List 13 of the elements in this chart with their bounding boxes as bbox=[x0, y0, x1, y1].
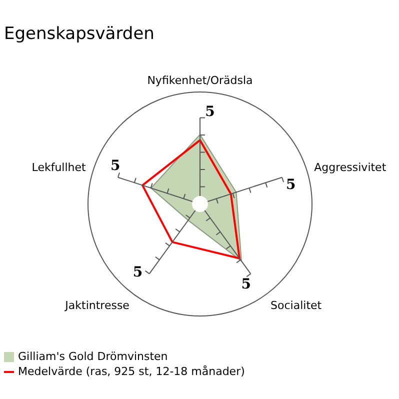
spoke-label: Socialitet bbox=[270, 298, 322, 312]
text: 5 bbox=[132, 264, 143, 281]
text: 5 bbox=[286, 177, 296, 194]
text: 5 bbox=[110, 158, 120, 174]
text: 5 bbox=[241, 276, 251, 292]
spoke-label: Lekfullhet bbox=[32, 160, 87, 174]
legend-label: Gilliam's Gold Drömvinsten bbox=[18, 350, 168, 363]
text: 5 bbox=[205, 104, 215, 120]
spoke-label: Jaktintresse bbox=[64, 298, 130, 312]
spoke-label: Nyfikenhet/Orädsla bbox=[147, 74, 253, 87]
spoke-label: Aggressivitet bbox=[314, 160, 387, 174]
legend-label: Medelvärde (ras, 925 st, 12-18 månader) bbox=[18, 365, 245, 378]
chart-title: Egenskapsvärden bbox=[4, 24, 156, 44]
